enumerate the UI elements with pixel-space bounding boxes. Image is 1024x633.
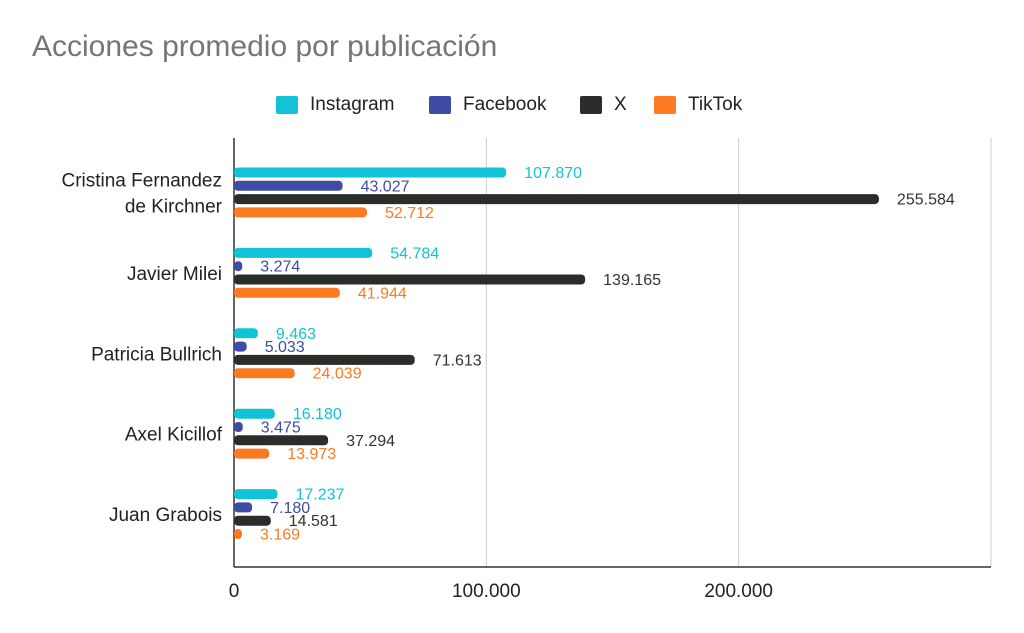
bar: [234, 515, 271, 526]
bar: [234, 435, 329, 446]
bar: [234, 422, 243, 432]
data-label: 255.584: [897, 192, 955, 209]
legend-item-tiktok[interactable]: TikTok: [654, 92, 742, 118]
x-tick-label: 200.000: [704, 581, 773, 602]
data-label: 3.475: [261, 420, 301, 437]
legend-item-instagram[interactable]: Instagram: [276, 92, 394, 118]
data-label: 107.870: [524, 165, 582, 182]
bar: [234, 167, 507, 178]
x-tick-label: 100.000: [452, 581, 521, 602]
category-label: de Kirchner: [125, 196, 223, 217]
bar: [234, 408, 275, 419]
data-label: 16.180: [293, 406, 342, 423]
legend-item-facebook[interactable]: Facebook: [429, 92, 546, 118]
legend-swatch-instagram: [276, 96, 298, 114]
legend-label-tiktok: TikTok: [688, 94, 743, 115]
chart-title: Acciones promedio por publicación: [32, 30, 498, 63]
bar: [234, 341, 247, 352]
bar: [234, 354, 415, 365]
legend-label-x: X: [614, 94, 627, 115]
legend-label-instagram: Instagram: [310, 94, 395, 115]
data-label: 41.944: [358, 285, 407, 302]
bar: [234, 207, 368, 218]
data-label: 14.581: [289, 513, 338, 530]
data-label: 24.039: [313, 366, 362, 383]
data-label: 37.294: [346, 433, 395, 450]
data-label: 7.180: [270, 500, 310, 517]
x-tick-label: 0: [229, 581, 240, 602]
bar: [234, 529, 242, 539]
bar: [234, 328, 258, 339]
category-label: Juan Grabois: [109, 505, 222, 526]
data-label: 54.784: [390, 245, 439, 262]
category-label: Axel Kicillof: [125, 425, 223, 446]
data-label: 71.613: [433, 352, 482, 369]
bar: [234, 247, 373, 258]
legend-swatch-tiktok: [654, 96, 676, 114]
data-label: 9.463: [276, 326, 316, 343]
legend-swatch-x: [580, 96, 602, 114]
bar: [234, 194, 879, 205]
bar: [234, 180, 343, 191]
bar: [234, 274, 586, 285]
data-label: 52.712: [385, 205, 434, 222]
chart-legend: Instagram Facebook X TikTok: [0, 92, 1024, 122]
bar: [234, 448, 270, 459]
bar: [234, 287, 340, 298]
bar: [234, 261, 243, 272]
legend-item-x[interactable]: X: [580, 92, 627, 118]
data-label: 43.027: [361, 178, 410, 195]
bar: [234, 502, 253, 513]
data-label: 3.169: [260, 527, 300, 544]
bar: [234, 489, 278, 500]
data-label: 3.274: [260, 259, 300, 276]
data-label: 5.033: [265, 339, 305, 356]
data-label: 13.973: [287, 446, 336, 463]
category-label: Javier Milei: [127, 264, 222, 285]
data-label: 17.237: [295, 487, 344, 504]
legend-swatch-facebook: [429, 96, 451, 114]
legend-label-facebook: Facebook: [463, 94, 547, 115]
category-label: Cristina Fernandez: [61, 170, 222, 191]
bar: [234, 368, 295, 379]
category-label: Patricia Bullrich: [91, 344, 222, 365]
data-label: 139.165: [603, 272, 661, 289]
